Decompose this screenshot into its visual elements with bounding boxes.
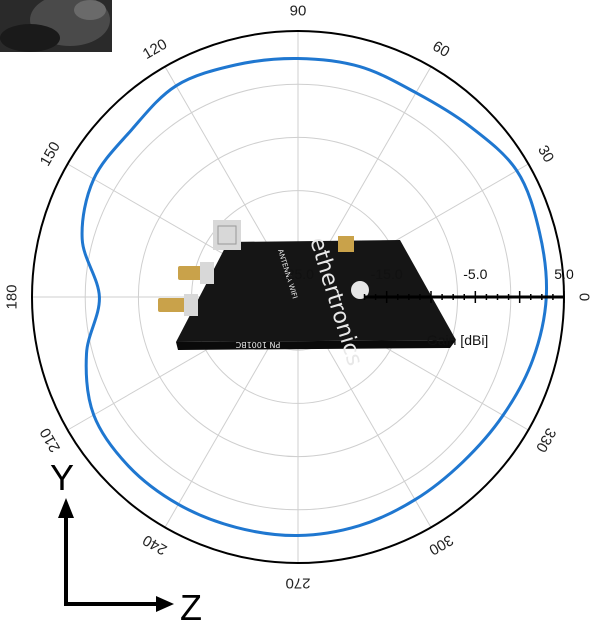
gain-pattern bbox=[80, 56, 549, 538]
angle-label: 330 bbox=[532, 425, 559, 455]
angle-label: 210 bbox=[37, 425, 64, 455]
angle-label: 300 bbox=[426, 531, 456, 558]
angle-label: 90 bbox=[290, 3, 307, 20]
angle-label: 60 bbox=[430, 38, 453, 61]
radial-tick-label: -5.0 bbox=[463, 266, 487, 282]
horizontal-arrowhead bbox=[156, 596, 174, 612]
y-axis-letter: Y bbox=[50, 457, 74, 498]
device-photo: ethertronics ANTENNA WIFI PN 1001BC bbox=[158, 220, 456, 369]
pad-photo bbox=[338, 236, 354, 252]
radial-tick-label: -25.0 bbox=[282, 266, 314, 282]
angle-label: 240 bbox=[140, 531, 170, 558]
vertical-arrowhead bbox=[58, 498, 74, 518]
angle-label: 0 bbox=[576, 293, 593, 301]
sma-connector-photo bbox=[158, 262, 214, 316]
angle-label: 30 bbox=[534, 143, 557, 166]
angle-label: 180 bbox=[4, 284, 21, 309]
gain-series-line bbox=[80, 56, 549, 538]
angle-label: 150 bbox=[37, 139, 64, 169]
radial-axis: -25.0 -15.0 -5.0 5.0 Gain [dBi] bbox=[282, 266, 574, 348]
angle-label: 270 bbox=[285, 575, 310, 592]
radial-axis-title: Gain [dBi] bbox=[427, 332, 488, 348]
corner-photo bbox=[0, 0, 112, 52]
pn-text: PN 1001BC bbox=[235, 340, 280, 349]
angle-label: 120 bbox=[140, 36, 170, 63]
chip-antenna-photo bbox=[213, 220, 241, 250]
radial-tick-label: 5.0 bbox=[554, 266, 574, 282]
coordinate-axes: Y Z bbox=[50, 457, 202, 626]
z-axis-letter: Z bbox=[180, 587, 202, 626]
radial-tick-label: -15.0 bbox=[371, 266, 403, 282]
